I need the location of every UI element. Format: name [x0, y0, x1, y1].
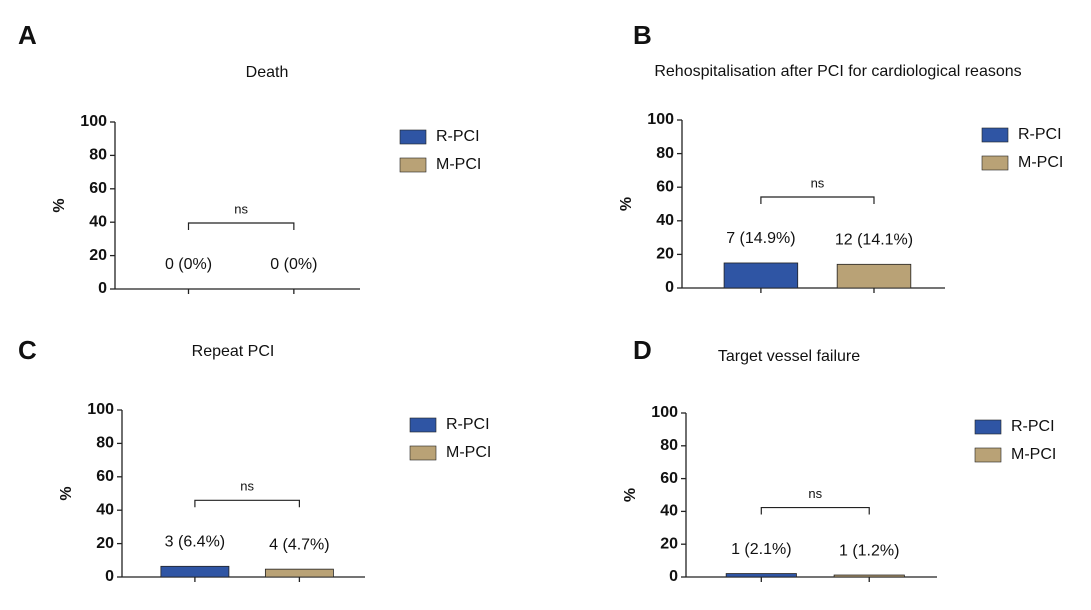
y-tick-label: 100 [87, 401, 114, 418]
significance-label: ns [808, 486, 822, 501]
value-label: 7 (14.9%) [726, 230, 795, 247]
legend-label: R-PCI [1018, 126, 1062, 143]
y-tick-label: 0 [669, 568, 678, 585]
bar [264, 568, 334, 578]
value-label: 0 (0%) [165, 256, 212, 273]
bar [836, 263, 912, 289]
legend-label: M-PCI [1011, 446, 1056, 463]
y-tick-label: 0 [105, 568, 114, 585]
legend-swatch [409, 417, 437, 433]
y-tick-label: 20 [660, 535, 678, 552]
y-tick-label: 40 [656, 212, 674, 229]
y-axis-label: % [58, 486, 75, 500]
y-tick-label: 60 [96, 468, 114, 485]
y-tick-label: 60 [660, 470, 678, 487]
bar [160, 565, 230, 578]
chart-title: Rehospitalisation after PCI for cardiolo… [654, 63, 1021, 80]
legend-swatch [981, 155, 1009, 171]
value-label: 12 (14.1%) [835, 232, 913, 249]
legend-swatch [399, 129, 427, 145]
y-tick-label: 100 [647, 111, 674, 128]
y-tick-label: 60 [656, 178, 674, 195]
panel-label: B [633, 20, 652, 50]
panel-label: C [18, 335, 37, 365]
y-tick-label: 100 [651, 404, 678, 421]
chart-title: Repeat PCI [192, 343, 275, 360]
significance-bracket [194, 499, 300, 508]
value-label: 1 (2.1%) [731, 541, 791, 558]
y-tick-label: 100 [80, 113, 107, 130]
legend-swatch [399, 157, 427, 173]
significance-bracket [187, 222, 295, 230]
y-tick-label: 80 [656, 145, 674, 162]
y-axis-label: % [618, 197, 635, 211]
significance-label: ns [234, 201, 248, 216]
chart-title: Target vessel failure [718, 348, 860, 365]
y-axis-label: % [622, 488, 639, 502]
legend-label: M-PCI [1018, 154, 1063, 171]
bar [833, 574, 905, 578]
bar [723, 262, 799, 289]
legend-label: R-PCI [1011, 418, 1055, 435]
legend-swatch [981, 127, 1009, 143]
significance-label: ns [240, 479, 254, 494]
bar [725, 573, 797, 578]
y-tick-label: 40 [89, 213, 107, 230]
y-tick-label: 80 [660, 437, 678, 454]
y-tick-label: 40 [660, 503, 678, 520]
y-tick-label: 40 [96, 501, 114, 518]
significance-label: ns [811, 175, 825, 190]
significance-bracket [760, 506, 870, 515]
y-tick-label: 80 [89, 147, 107, 164]
y-tick-label: 0 [98, 280, 107, 297]
value-label: 4 (4.7%) [269, 536, 329, 553]
y-tick-label: 80 [96, 435, 114, 452]
y-tick-label: 60 [89, 180, 107, 197]
y-axis-label: % [51, 198, 68, 212]
legend-label: M-PCI [446, 444, 491, 461]
value-label: 3 (6.4%) [165, 534, 225, 551]
panel-label: A [18, 20, 37, 50]
legend-swatch [409, 445, 437, 461]
chart-title: Death [246, 64, 289, 81]
value-label: 0 (0%) [270, 256, 317, 273]
legend-label: M-PCI [436, 156, 481, 173]
value-label: 1 (1.2%) [839, 542, 899, 559]
legend-swatch [974, 447, 1002, 463]
legend-swatch [974, 419, 1002, 435]
y-tick-label: 20 [89, 247, 107, 264]
y-tick-label: 20 [96, 535, 114, 552]
y-tick-label: 20 [656, 246, 674, 263]
significance-bracket [760, 196, 875, 204]
legend-label: R-PCI [436, 128, 480, 145]
legend-label: R-PCI [446, 416, 490, 433]
y-tick-label: 0 [665, 279, 674, 296]
panel-label: D [633, 335, 652, 365]
